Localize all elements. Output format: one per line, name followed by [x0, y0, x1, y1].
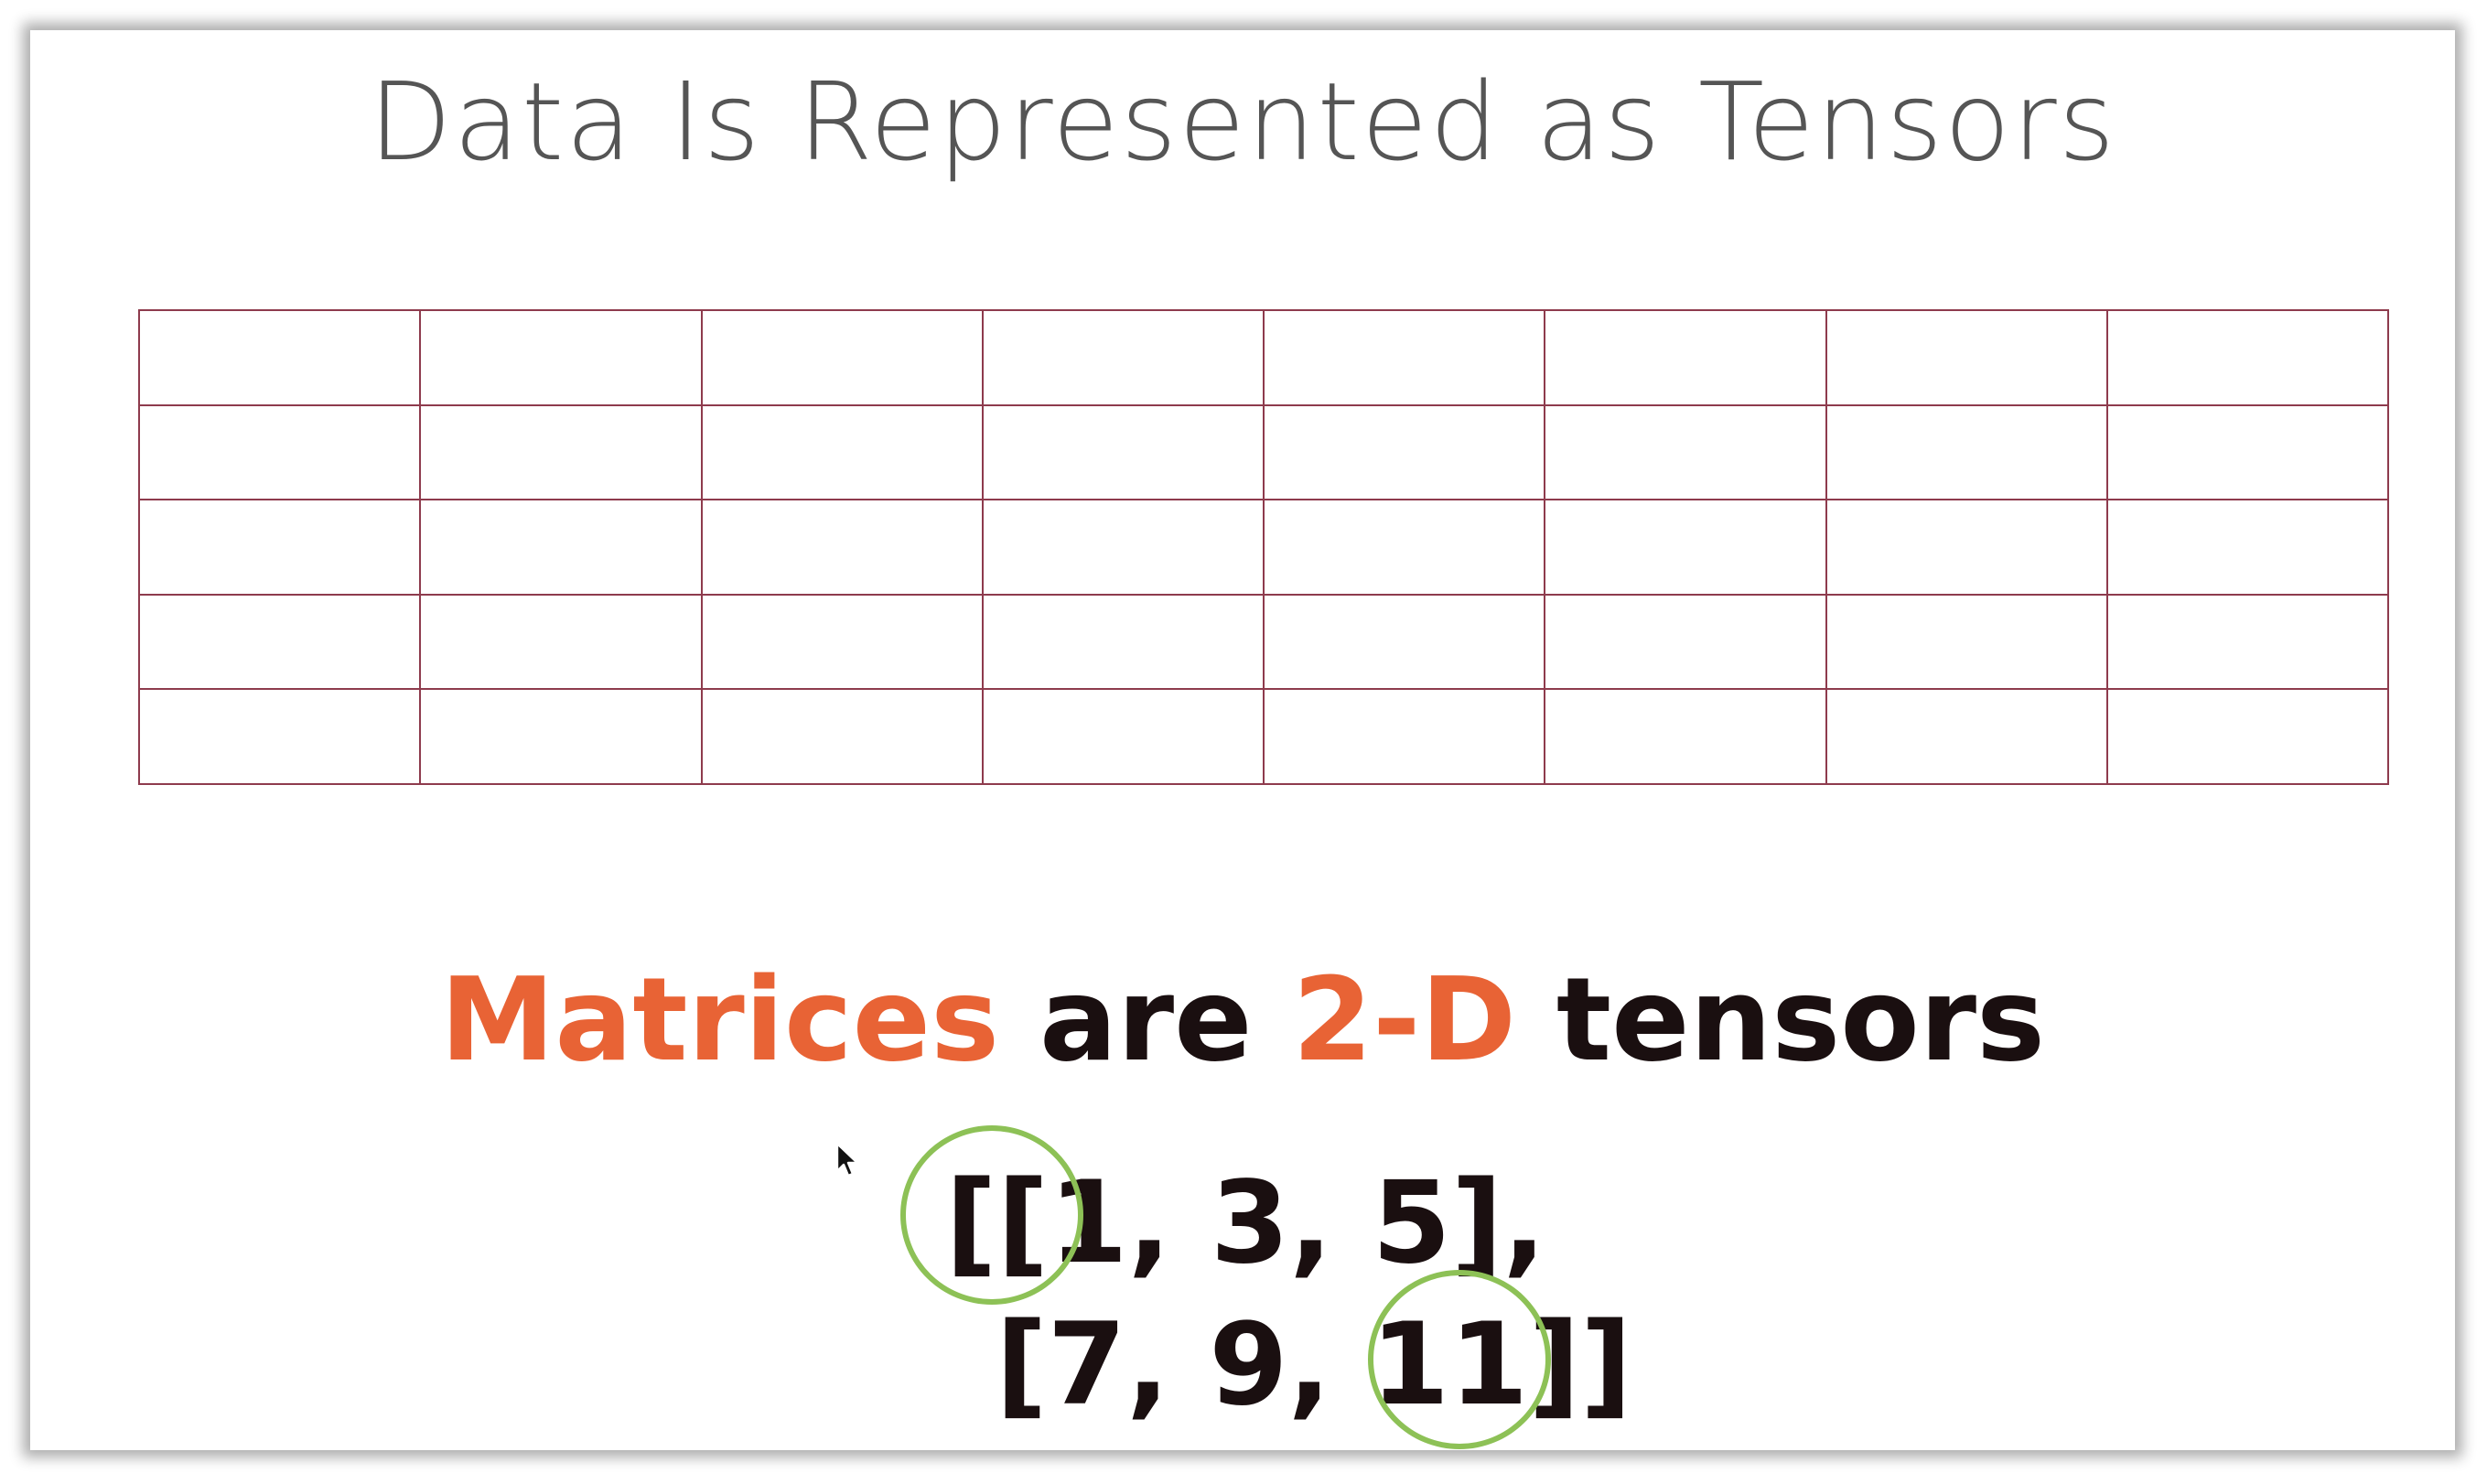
grid-cell [700, 688, 984, 785]
grid-cell [1825, 499, 2108, 596]
grid-cell [1825, 309, 2108, 406]
grid-cell [419, 499, 703, 596]
grid-cell [981, 309, 1265, 406]
grid-cell [1544, 403, 1827, 501]
headline: Matrices are 2-D tensors [30, 951, 2455, 1089]
grid-cell [1262, 593, 1546, 691]
grid-cell [981, 499, 1265, 596]
grid-cell [700, 403, 984, 501]
grid-row [137, 309, 2390, 406]
highlight-circle-close-bracket [1368, 1270, 1551, 1449]
headline-word-2d: 2-D [1292, 952, 1517, 1087]
matrix-grid-body [137, 309, 2390, 785]
grid-cell [981, 403, 1265, 501]
grid-cell [2105, 309, 2390, 406]
grid-cell [1825, 688, 2108, 785]
grid-cell [700, 309, 984, 406]
grid-cell [1262, 309, 1546, 406]
grid-row [137, 403, 2390, 501]
grid-cell [419, 403, 703, 501]
grid-cell [1825, 403, 2108, 501]
grid-row [137, 593, 2390, 691]
grid-cell [2105, 403, 2390, 501]
grid-cell [1825, 593, 2108, 691]
matrix-grid [137, 309, 2390, 785]
grid-cell [1262, 403, 1546, 501]
grid-cell [1544, 688, 1827, 785]
headline-word-are: are [999, 952, 1293, 1087]
headline-word-tensors: tensors [1516, 952, 2045, 1087]
grid-cell [2105, 593, 2390, 691]
grid-cell [419, 688, 703, 785]
grid-cell [700, 593, 984, 691]
grid-cell [1544, 593, 1827, 691]
mouse-pointer-icon [835, 1142, 859, 1178]
grid-cell [700, 499, 984, 596]
slide-title: Data Is Represented as Tensors [368, 59, 2117, 185]
grid-cell [2105, 688, 2390, 785]
grid-cell [981, 593, 1265, 691]
grid-cell [2105, 499, 2390, 596]
grid-cell [981, 688, 1265, 785]
presentation-slide: Data Is Represented as Tensors Matrices … [30, 30, 2455, 1450]
headline-word-matrices: Matrices [440, 952, 1000, 1087]
grid-row [137, 499, 2390, 596]
grid-cell [1544, 499, 1827, 596]
grid-cell [1262, 688, 1546, 785]
grid-cell [137, 309, 422, 406]
grid-cell [137, 593, 422, 691]
grid-cell [137, 403, 422, 501]
grid-cell [419, 593, 703, 691]
grid-cell [137, 688, 422, 785]
grid-cell [419, 309, 703, 406]
grid-row [137, 688, 2390, 785]
grid-cell [1544, 309, 1827, 406]
grid-cell [137, 499, 422, 596]
grid-cell [1262, 499, 1546, 596]
highlight-circle-open-bracket [900, 1125, 1083, 1305]
